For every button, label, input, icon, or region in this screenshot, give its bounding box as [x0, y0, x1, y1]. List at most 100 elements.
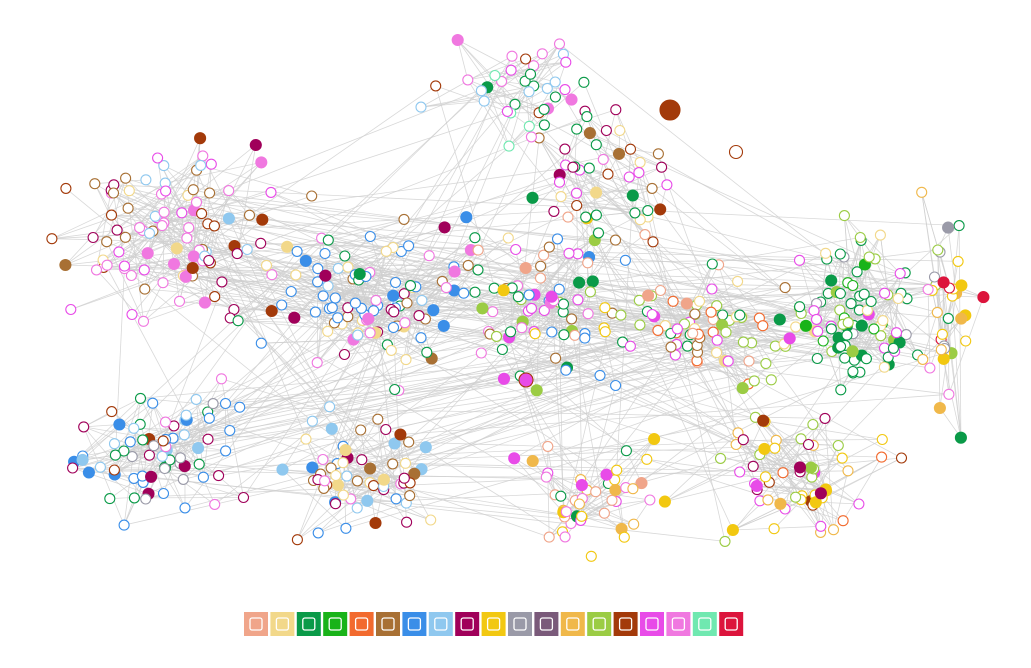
node[interactable] [922, 283, 934, 296]
node[interactable] [834, 287, 846, 300]
legend-item[interactable] [481, 612, 506, 636]
node[interactable] [825, 274, 838, 287]
node[interactable] [634, 319, 646, 331]
node[interactable] [159, 462, 171, 475]
node[interactable] [285, 285, 297, 298]
node[interactable] [819, 412, 831, 424]
node[interactable] [123, 185, 135, 197]
node[interactable] [281, 240, 294, 253]
node[interactable] [317, 290, 329, 302]
node[interactable] [475, 85, 487, 97]
node[interactable] [648, 432, 661, 446]
node[interactable] [977, 291, 990, 304]
node[interactable] [111, 224, 123, 236]
node[interactable] [931, 306, 943, 318]
node[interactable] [590, 186, 603, 199]
node[interactable] [502, 232, 514, 244]
node[interactable] [355, 424, 367, 436]
node[interactable] [255, 237, 267, 249]
node[interactable] [475, 347, 487, 359]
node[interactable] [291, 534, 303, 546]
node[interactable] [448, 265, 461, 278]
node[interactable] [526, 454, 539, 468]
node[interactable] [487, 306, 499, 318]
node[interactable] [610, 379, 622, 392]
node[interactable] [661, 179, 673, 191]
node[interactable] [734, 309, 746, 321]
node[interactable] [340, 522, 352, 534]
node[interactable] [836, 452, 848, 464]
node[interactable] [560, 364, 572, 376]
node[interactable] [960, 335, 972, 347]
node[interactable] [590, 209, 602, 221]
node[interactable] [879, 287, 891, 299]
node[interactable] [143, 227, 156, 239]
node[interactable] [573, 498, 585, 510]
node[interactable] [501, 105, 513, 117]
node[interactable] [398, 213, 410, 225]
node[interactable] [520, 53, 532, 65]
node[interactable] [118, 260, 131, 272]
node[interactable] [599, 302, 611, 314]
node[interactable] [722, 355, 734, 367]
node[interactable] [671, 323, 683, 335]
node[interactable] [101, 259, 113, 271]
node[interactable] [325, 422, 338, 435]
node[interactable] [437, 319, 450, 332]
node[interactable] [216, 276, 228, 288]
node[interactable] [523, 289, 535, 301]
node[interactable] [580, 211, 592, 223]
node[interactable] [834, 248, 846, 260]
node[interactable] [276, 463, 289, 476]
node[interactable] [148, 440, 160, 452]
node[interactable] [113, 246, 125, 258]
legend-item[interactable] [613, 612, 638, 636]
node[interactable] [827, 524, 840, 536]
node[interactable] [855, 319, 868, 332]
node[interactable] [639, 229, 651, 241]
node[interactable] [460, 211, 473, 224]
node[interactable] [557, 298, 570, 310]
node[interactable] [560, 56, 572, 68]
node[interactable] [288, 311, 301, 324]
node[interactable] [518, 372, 534, 388]
node[interactable] [553, 38, 566, 50]
node[interactable] [538, 304, 550, 317]
node[interactable] [634, 156, 646, 168]
node[interactable] [469, 232, 481, 244]
node[interactable] [566, 313, 578, 325]
node[interactable] [177, 473, 189, 485]
node[interactable] [309, 306, 321, 318]
node[interactable] [326, 302, 338, 314]
node[interactable] [845, 298, 857, 310]
node[interactable] [126, 308, 138, 321]
node[interactable] [349, 297, 361, 309]
node[interactable] [141, 247, 154, 260]
node[interactable] [341, 470, 353, 482]
node[interactable] [203, 254, 215, 267]
node[interactable] [865, 295, 877, 308]
node[interactable] [774, 497, 787, 510]
node[interactable] [170, 242, 183, 255]
node[interactable] [943, 388, 955, 400]
node[interactable] [838, 210, 850, 222]
node[interactable] [438, 221, 451, 234]
node[interactable] [224, 424, 236, 437]
legend-item[interactable] [560, 612, 585, 636]
node[interactable] [609, 483, 622, 497]
node[interactable] [804, 461, 817, 474]
node[interactable] [120, 172, 132, 184]
node[interactable] [790, 491, 802, 503]
node[interactable] [817, 335, 829, 347]
node[interactable] [635, 477, 648, 490]
node[interactable] [541, 82, 553, 94]
node[interactable] [506, 50, 518, 62]
node[interactable] [157, 487, 170, 500]
node[interactable] [611, 464, 623, 476]
node[interactable] [368, 305, 380, 317]
node[interactable] [573, 276, 586, 289]
node[interactable] [145, 470, 158, 483]
node[interactable] [192, 442, 205, 455]
node[interactable] [207, 398, 219, 410]
node[interactable] [160, 185, 172, 197]
